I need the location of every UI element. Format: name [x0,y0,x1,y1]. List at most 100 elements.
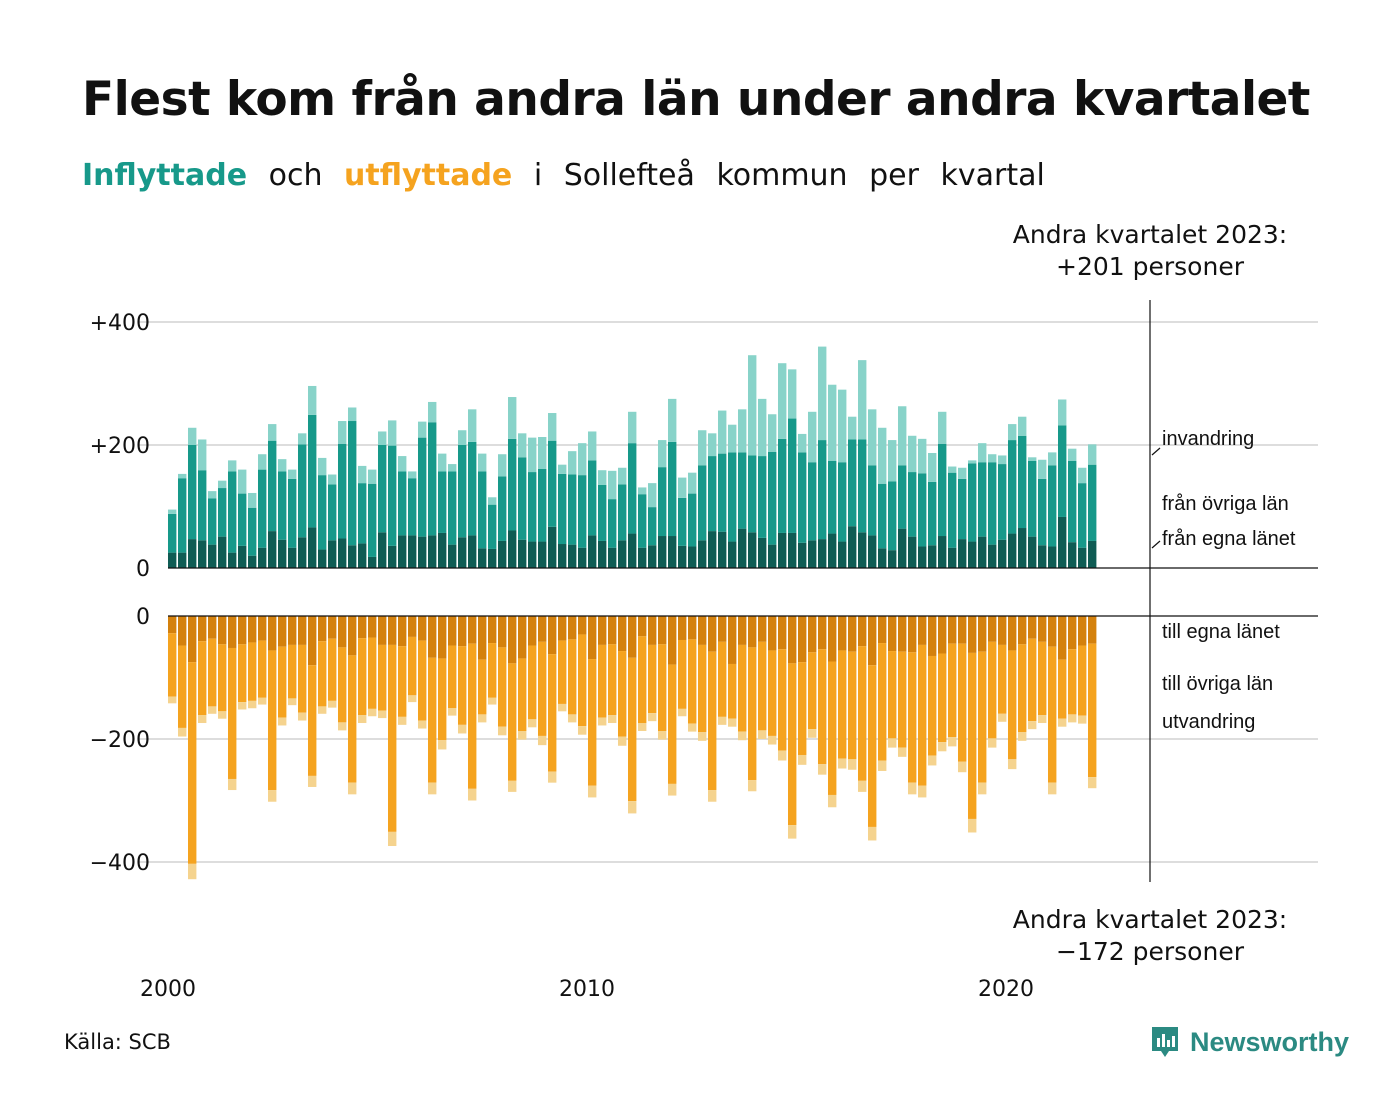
bar-out-egna [588,616,597,660]
bar-out-ovriga [848,651,857,760]
bar-in-egna [1038,545,1047,568]
bar-in-egna [698,540,707,568]
bar-out-ovriga [238,644,247,703]
bar-out-utvandring [288,698,297,706]
bar-in-invandring [908,435,917,473]
series-label-in: invandring [1162,428,1254,450]
bar-out-ovriga [628,657,637,802]
bar-out-utvandring [258,697,267,705]
bar-in-invandring [758,398,767,457]
bar-out-egna [828,616,837,662]
bar-in-egna [218,536,227,568]
bar-in-ovriga [698,465,707,541]
bar-out-ovriga [368,637,377,709]
bar-out-utvandring [648,713,657,722]
bar-in-egna [1088,540,1097,568]
bar-out-egna [1018,616,1027,645]
bar-in-ovriga [588,460,597,536]
bar-out-utvandring [868,826,877,841]
bar-out-ovriga [618,651,627,737]
bar-in-egna [488,548,497,568]
subtitle-utflyttade: utflyttade [344,158,513,193]
bar-in-egna [308,527,317,568]
bar-in-ovriga [268,440,277,532]
bar-out-ovriga [438,658,447,741]
bar-out-utvandring [928,755,937,766]
bar-out-ovriga [728,663,737,719]
bar-out-ovriga [588,659,597,786]
bar-out-egna [278,616,287,647]
bar-in-invandring [1018,416,1027,436]
bar-in-egna [258,547,267,568]
bar-out-utvandring [1068,714,1077,723]
bar-out-utvandring [298,712,307,721]
bar-out-egna [528,616,537,646]
bar-in-egna [388,545,397,568]
bar-in-egna [228,552,237,568]
bar-out-egna [218,616,227,645]
bar-in-ovriga [228,471,237,553]
bar-out-egna [798,616,807,663]
bar-in-invandring [218,480,227,489]
bar-in-ovriga [518,457,527,540]
bar-in-egna [878,548,887,568]
bar-out-ovriga [568,639,577,715]
bar-out-utvandring [678,708,687,717]
bar-in-invandring [818,346,827,441]
bar-out-egna [888,616,897,652]
bar-out-utvandring [728,718,737,727]
bar-out-egna [538,616,547,642]
bar-in-invandring [648,483,657,508]
bar-in-ovriga [908,472,917,537]
bar-in-invandring [768,414,777,452]
bar-in-invandring [528,437,537,473]
bar-in-egna [868,535,877,568]
bar-in-ovriga [248,507,257,556]
bar-in-ovriga [798,452,807,543]
bar-in-invandring [248,492,257,508]
bar-out-utvandring [978,782,987,795]
bar-out-utvandring [318,706,327,714]
bar-out-egna [938,616,947,654]
bar-out-utvandring [608,715,617,724]
bar-in-egna [718,531,727,568]
bar-out-ovriga [968,652,977,819]
bar-in-invandring [1078,467,1087,484]
bar-in-invandring [748,355,757,456]
bar-in-ovriga [788,418,797,533]
bar-out-egna [288,616,297,645]
bar-in-ovriga [208,498,217,545]
bar-in-invandring [438,453,447,472]
bar-out-egna [508,616,517,664]
bar-out-ovriga [738,644,747,732]
bar-in-egna [478,548,487,568]
bar-in-invandring [328,474,337,485]
bar-in-ovriga [168,513,177,553]
bar-out-egna [978,616,987,652]
bar-out-utvandring [238,702,247,710]
bar-out-utvandring [848,759,857,770]
bar-in-egna [938,536,947,568]
bar-in-ovriga [398,471,407,536]
series-label-out: till egna länet [1162,621,1280,643]
bar-in-ovriga [488,504,497,549]
bar-out-egna [328,616,337,639]
bar-in-ovriga [828,460,837,534]
bar-out-egna [448,616,457,646]
bar-in-ovriga [608,499,617,548]
bar-out-utvandring [278,717,287,726]
bar-in-ovriga [448,471,457,545]
bar-out-egna [498,616,507,648]
bar-out-ovriga [878,643,887,761]
bar-in-egna [368,556,377,568]
bar-in-ovriga [508,438,517,531]
bar-out-ovriga [538,641,547,736]
series-label-in: från egna länet [1162,528,1296,550]
bar-out-ovriga [1018,644,1027,733]
bar-out-utvandring [918,785,927,798]
bar-in-egna [248,555,257,568]
bar-in-invandring [458,430,467,445]
bar-in-egna [398,535,407,568]
bar-out-utvandring [798,754,807,765]
bar-in-ovriga [748,455,757,533]
